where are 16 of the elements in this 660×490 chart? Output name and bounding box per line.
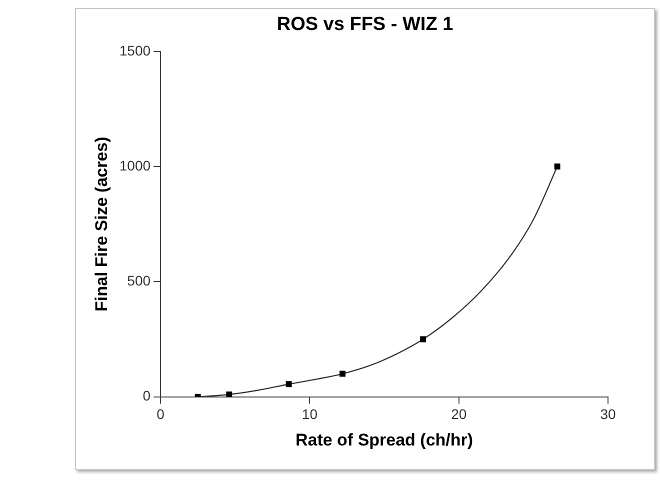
point [286, 381, 292, 388]
point [340, 370, 346, 377]
x-axis-title: Rate of Spread (ch/hr) [295, 430, 474, 450]
point [420, 336, 426, 342]
chart-title: ROS vs FFS - WIZ 1 [276, 14, 454, 36]
point [554, 164, 560, 170]
y-tick-label: 1000 [119, 157, 151, 174]
x-tick-label: 30 [600, 406, 616, 422]
y-tick-label: 1500 [119, 42, 151, 58]
y-axis-title: Final Fire Size (acres) [92, 136, 111, 312]
y-tick-label: 0 [142, 388, 151, 404]
point [226, 392, 232, 397]
x-tick-label: 10 [302, 406, 318, 422]
x-tick-label: 20 [451, 406, 467, 422]
y-tick-label: 500 [127, 272, 151, 289]
x-tick-label: 0 [156, 406, 165, 422]
